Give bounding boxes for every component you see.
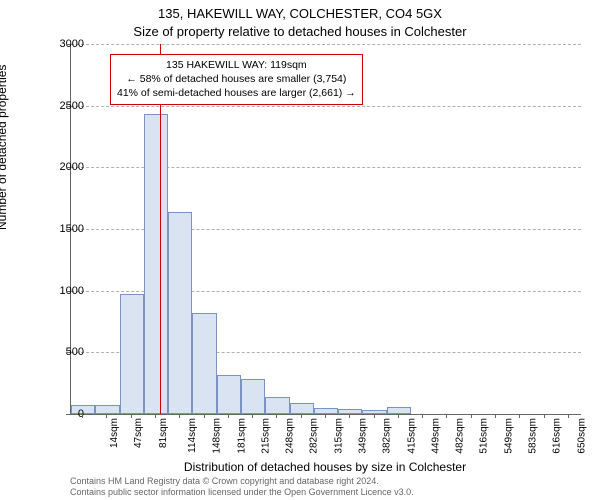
xtick-mark [519, 414, 520, 418]
ytick-label: 1000 [34, 285, 84, 297]
xtick-mark [276, 414, 277, 418]
histogram-bar [338, 409, 362, 414]
xtick-mark [471, 414, 472, 418]
histogram-bar [362, 410, 386, 414]
grid-line [71, 44, 581, 45]
annotation-line2: ← 58% of detached houses are smaller (3,… [117, 72, 356, 86]
xtick-mark [131, 414, 132, 418]
xtick-label: 47sqm [133, 418, 144, 448]
xtick-mark [325, 414, 326, 418]
histogram-bar [168, 212, 192, 414]
histogram-bar [144, 114, 168, 414]
xtick-label: 315sqm [333, 418, 344, 454]
xtick-label: 349sqm [358, 418, 369, 454]
xtick-label: 650sqm [576, 418, 587, 454]
xtick-mark [568, 414, 569, 418]
xtick-mark [374, 414, 375, 418]
ytick-mark [66, 167, 70, 168]
xtick-mark [349, 414, 350, 418]
ytick-label: 500 [34, 346, 84, 358]
xtick-mark [301, 414, 302, 418]
histogram-bar [120, 294, 144, 414]
xtick-label: 482sqm [455, 418, 466, 454]
histogram-bar [290, 403, 314, 414]
y-axis-label: Number of detached properties [0, 65, 9, 230]
xtick-mark [252, 414, 253, 418]
annotation-line3: 41% of semi-detached houses are larger (… [117, 86, 356, 100]
xtick-label: 616sqm [552, 418, 563, 454]
ytick-mark [66, 291, 70, 292]
xtick-label: 516sqm [479, 418, 490, 454]
xtick-mark [106, 414, 107, 418]
xtick-mark [204, 414, 205, 418]
xtick-label: 382sqm [382, 418, 393, 454]
ytick-mark [66, 44, 70, 45]
annotation-box: 135 HAKEWILL WAY: 119sqm ← 58% of detach… [110, 54, 363, 105]
histogram-bar [95, 405, 119, 414]
xtick-mark [179, 414, 180, 418]
grid-line [71, 106, 581, 107]
footer-attribution: Contains HM Land Registry data © Crown c… [70, 476, 414, 498]
xtick-mark [495, 414, 496, 418]
histogram-bar [387, 407, 411, 414]
annotation-line1: 135 HAKEWILL WAY: 119sqm [117, 58, 356, 72]
histogram-bar [217, 375, 241, 414]
xtick-label: 549sqm [503, 418, 514, 454]
histogram-bar [241, 379, 265, 414]
footer-line2: Contains public sector information licen… [70, 487, 414, 498]
xtick-label: 583sqm [528, 418, 539, 454]
ytick-label: 0 [34, 408, 84, 420]
xtick-label: 148sqm [212, 418, 223, 454]
xtick-label: 248sqm [285, 418, 296, 454]
x-axis-label: Distribution of detached houses by size … [70, 460, 580, 474]
ytick-mark [66, 352, 70, 353]
xtick-mark [155, 414, 156, 418]
xtick-label: 449sqm [430, 418, 441, 454]
histogram-bar [265, 397, 289, 414]
xtick-label: 81sqm [158, 418, 169, 448]
footer-line1: Contains HM Land Registry data © Crown c… [70, 476, 414, 487]
ytick-label: 3000 [34, 38, 84, 50]
xtick-mark [446, 414, 447, 418]
ytick-mark [66, 106, 70, 107]
xtick-label: 114sqm [187, 418, 198, 453]
xtick-label: 282sqm [309, 418, 320, 454]
xtick-mark [82, 414, 83, 418]
histogram-bar [192, 313, 216, 414]
xtick-mark [228, 414, 229, 418]
xtick-mark [544, 414, 545, 418]
ytick-label: 2500 [34, 100, 84, 112]
chart-subtitle: Size of property relative to detached ho… [0, 24, 600, 39]
ytick-label: 2000 [34, 161, 84, 173]
ytick-mark [66, 229, 70, 230]
chart-container: 135, HAKEWILL WAY, COLCHESTER, CO4 5GX S… [0, 0, 600, 500]
xtick-mark [398, 414, 399, 418]
ytick-label: 1500 [34, 223, 84, 235]
xtick-label: 14sqm [109, 418, 120, 448]
xtick-label: 181sqm [236, 418, 247, 454]
xtick-label: 415sqm [406, 418, 417, 454]
xtick-label: 215sqm [260, 418, 271, 454]
ytick-mark [66, 414, 70, 415]
chart-title-address: 135, HAKEWILL WAY, COLCHESTER, CO4 5GX [0, 6, 600, 21]
xtick-mark [422, 414, 423, 418]
